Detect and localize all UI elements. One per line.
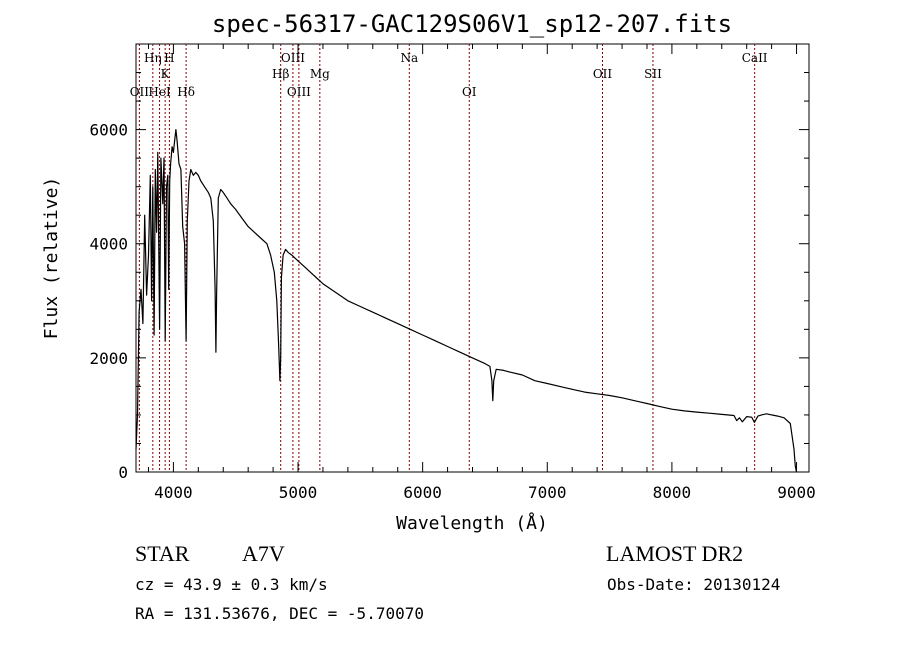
- object-subclass: A7V: [242, 541, 285, 566]
- spectrum-line: [135, 129, 798, 473]
- x-tick-label: 6000: [403, 483, 442, 502]
- line-marker-label: OIII: [281, 51, 305, 65]
- y-tick-label: 4000: [89, 235, 128, 254]
- y-tick-label: 2000: [89, 349, 128, 368]
- x-tick-label: 7000: [528, 483, 567, 502]
- chart-title: spec-56317-GAC129S06V1_sp12-207.fits: [212, 10, 732, 38]
- line-marker-label: HeI: [148, 85, 171, 99]
- x-axis-label: Wavelength (Å): [396, 512, 548, 534]
- coordinates: RA = 131.53676, DEC = -5.70070: [135, 604, 424, 623]
- line-marker-label: H: [164, 51, 174, 65]
- y-tick-label: 0: [118, 463, 128, 482]
- line-marker-label: OII: [593, 67, 613, 81]
- line-marker-label: CaII: [742, 51, 768, 65]
- survey-name: LAMOST DR2: [606, 541, 743, 566]
- obs-date: Obs-Date: 20130124: [607, 575, 780, 594]
- line-marker-label: Hδ: [177, 85, 195, 99]
- object-class: STAR: [135, 541, 190, 566]
- x-tick-label: 9000: [777, 483, 816, 502]
- line-marker-label: K: [161, 67, 171, 81]
- line-marker-label: Hβ: [272, 67, 289, 81]
- line-marker-label: Na: [400, 51, 418, 65]
- redshift-text: cz = 43.9 ± 0.3 km/s: [135, 575, 328, 594]
- line-marker-label: OIII: [287, 85, 311, 99]
- y-tick-label: 6000: [89, 121, 128, 140]
- line-marker-label: OII: [130, 85, 150, 99]
- line-marker-label: Mg: [310, 67, 330, 81]
- x-tick-label: 4000: [154, 483, 193, 502]
- line-marker-label: SII: [644, 67, 662, 81]
- line-marker-label: Hη: [144, 51, 162, 65]
- axis-ticks: 4000 5000 6000 7000 8000 9000 0 2000 4000 6000: [89, 44, 816, 502]
- spectrum-curve-group: [135, 129, 798, 473]
- y-axis-label: Flux (relative): [41, 177, 62, 340]
- line-marker-label: OI: [462, 85, 477, 99]
- x-tick-label: 5000: [279, 483, 318, 502]
- x-tick-label: 8000: [653, 483, 692, 502]
